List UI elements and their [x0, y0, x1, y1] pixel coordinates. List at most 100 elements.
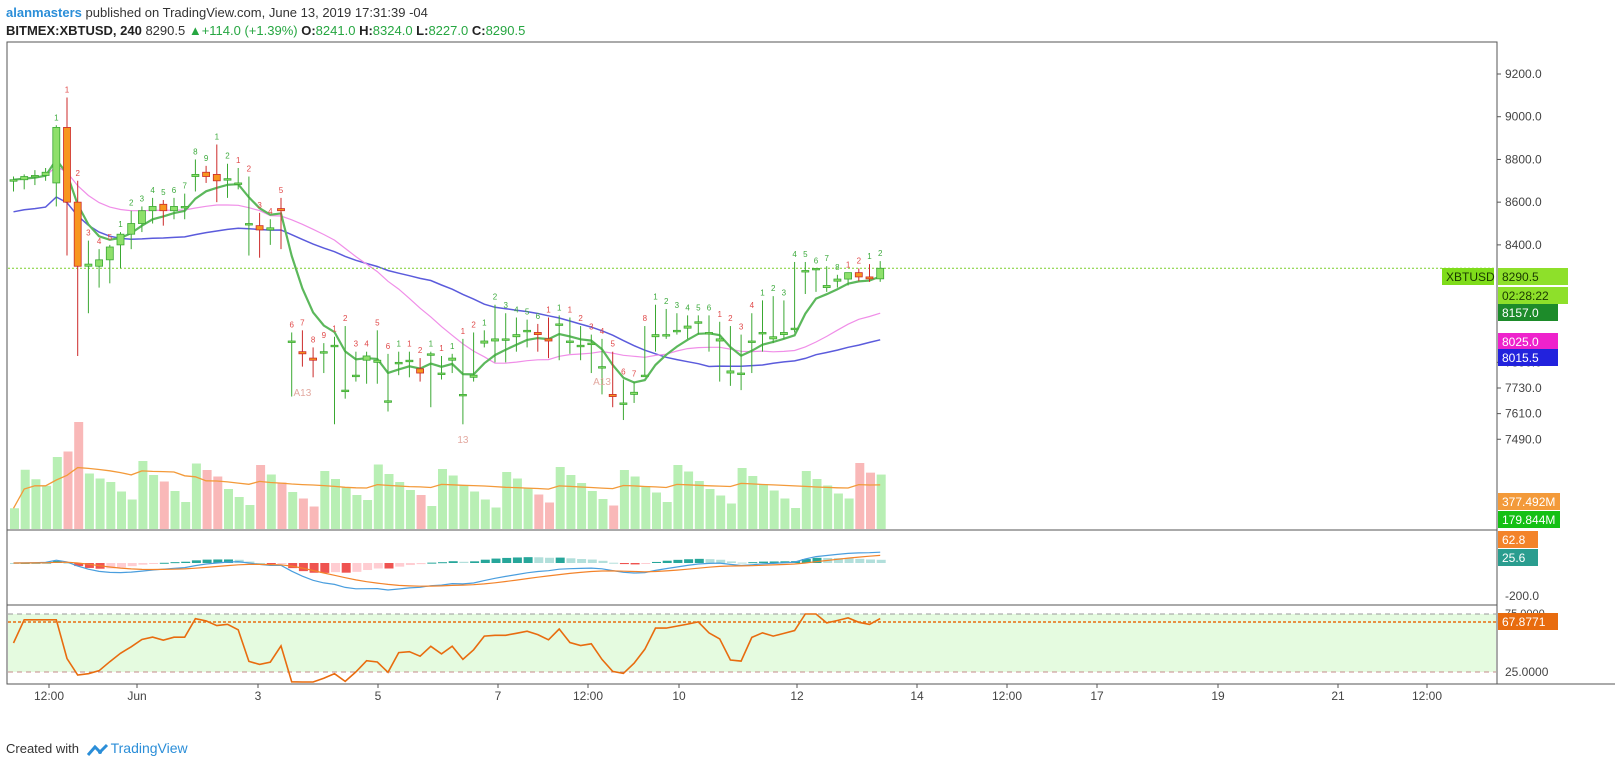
volume-bar — [555, 467, 565, 529]
macd-histogram-bar — [63, 562, 73, 564]
rsi-axis-label: 25.0000 — [1505, 665, 1549, 679]
time-tick-label: 19 — [1211, 689, 1225, 703]
candle — [769, 296, 778, 344]
candle — [619, 379, 628, 421]
candle-body — [341, 389, 350, 393]
author-link[interactable]: alanmasters — [6, 5, 82, 20]
macd-histogram-bar — [266, 563, 276, 564]
td-count-up: 5 — [696, 303, 701, 312]
candle-body — [212, 173, 221, 182]
candle — [244, 176, 253, 256]
candle-body — [640, 374, 649, 378]
macd-histogram-bar — [427, 562, 437, 564]
time-tick-label: 10 — [672, 689, 686, 703]
candle-body — [758, 332, 767, 335]
volume-bar — [416, 495, 426, 529]
candle-body — [266, 227, 275, 231]
ma-slow-tag-bg — [1498, 349, 1558, 366]
volume-bar — [823, 485, 833, 529]
macd-histogram-bar — [876, 559, 886, 563]
volume-bar — [224, 489, 233, 529]
candle-body — [105, 246, 114, 261]
candle — [598, 338, 606, 395]
candle — [405, 351, 414, 378]
candle-body — [790, 327, 799, 331]
volume-bar — [245, 505, 255, 529]
candle — [544, 317, 553, 359]
tradingview-brand[interactable]: TradingView — [110, 740, 188, 756]
price-axis[interactable]: 9200.09000.08800.08600.08400.07850.07730… — [1497, 67, 1549, 679]
macd-histogram-bar — [416, 563, 426, 565]
volume-bar — [769, 490, 779, 529]
volume-bar — [630, 476, 640, 529]
td-count-up: 2 — [664, 297, 669, 306]
volume-tag-text: 179.844M — [1502, 513, 1555, 527]
macd-axis-label: -200.0 — [1505, 589, 1539, 603]
volume-bar — [726, 503, 736, 529]
candle — [673, 313, 681, 335]
macd-histogram-bar — [566, 558, 576, 563]
signal-tag: 62.8 — [1498, 531, 1538, 548]
candle-body — [822, 285, 831, 288]
macd-histogram-bar — [224, 559, 233, 563]
macd-histogram-bar — [726, 561, 736, 563]
macd-histogram-bar — [191, 560, 201, 563]
last-price-tag: 8290.5 — [1498, 268, 1568, 285]
td-count-up: 3 — [140, 194, 145, 203]
macd-histogram-bar — [181, 561, 191, 563]
candle — [223, 163, 232, 198]
candle — [587, 334, 596, 374]
time-tick-label: 12:00 — [992, 689, 1022, 703]
macd-histogram-bar — [769, 561, 779, 563]
macd-histogram-bar — [117, 563, 126, 568]
candle — [555, 315, 564, 361]
volume-bar — [876, 474, 886, 529]
candle-body — [501, 338, 510, 341]
candle-body — [73, 201, 82, 267]
volume-tag-bg — [1498, 511, 1560, 528]
time-axis[interactable]: 12:00 Jun 3 5 7 12:00 10 12 14 12:00 17 19 21 12:00 — [34, 684, 1442, 703]
volume-bar — [534, 494, 544, 529]
candle-body — [598, 366, 606, 369]
volume-bar — [159, 481, 169, 529]
candle-body — [202, 171, 211, 177]
candle-body — [287, 340, 296, 343]
td-count-up: 1 — [450, 342, 455, 351]
volume-bar — [95, 478, 105, 529]
candle — [458, 338, 467, 425]
td-count-down: 5 — [108, 233, 113, 242]
macd-tag-bg — [1498, 549, 1538, 566]
symbol-tag: XBTUSD — [1442, 268, 1495, 285]
symbol-name[interactable]: BITMEX:XBTUSD, 240 — [6, 23, 142, 38]
macd-histogram-bar — [555, 557, 565, 563]
volume-bar — [619, 470, 629, 529]
candle-body — [191, 173, 200, 177]
volume-bar — [748, 476, 758, 529]
candle — [812, 267, 820, 292]
td-count-down: 2 — [728, 314, 733, 323]
td-count-down: 1 — [717, 310, 722, 319]
volume-bar — [448, 475, 458, 529]
candle — [512, 317, 521, 352]
macd-histogram-bar — [384, 563, 394, 569]
candle-body — [244, 223, 253, 226]
created-with-text: Created with — [6, 741, 79, 756]
candle — [330, 336, 339, 425]
candle — [351, 351, 360, 382]
candle — [715, 321, 724, 382]
candle — [266, 219, 275, 245]
ema-fast-tag: 8157.0 — [1498, 304, 1558, 321]
chart-header: alanmasters published on TradingView.com… — [6, 3, 1606, 41]
candle-body — [298, 351, 307, 355]
volume-bar — [652, 492, 661, 529]
candle-body — [9, 179, 18, 182]
candle-body — [416, 368, 425, 374]
td-count-down: 4 — [364, 340, 369, 349]
candle-body — [705, 332, 713, 335]
price-tick-label: 8600.0 — [1505, 195, 1542, 209]
macd-histogram-bar — [619, 563, 629, 565]
open-value: 8241.0 — [315, 23, 356, 38]
td-count-down: 1 — [568, 306, 573, 315]
candle — [20, 174, 29, 190]
